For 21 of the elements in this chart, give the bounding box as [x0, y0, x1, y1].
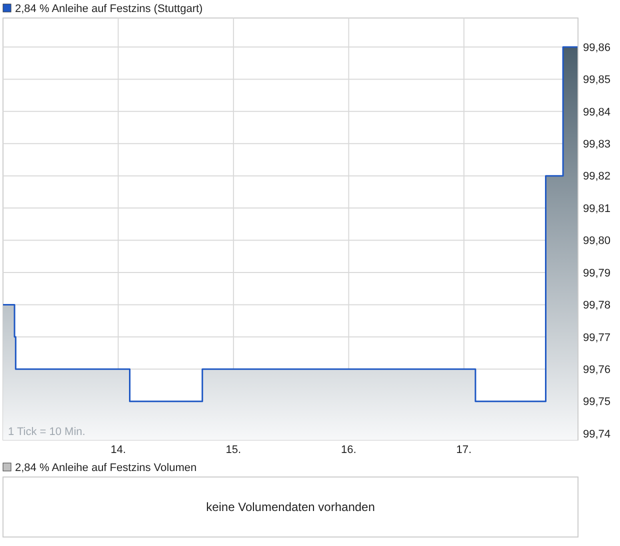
text: 2,84 % Anleihe auf Festzins Volumen — [15, 462, 197, 474]
x-tick-label: 16. — [341, 444, 356, 456]
legend-label: 2,84 % Anleihe auf Festzins (Stuttgart) — [15, 3, 203, 15]
text: keine Volumendaten vorhanden — [206, 500, 375, 514]
y-tick-label: 99,75 — [583, 396, 611, 408]
y-tick-label: 99,82 — [583, 170, 611, 183]
x-tick-label: 15. — [226, 444, 242, 456]
x-tick-label: 17. — [456, 444, 472, 456]
y-tick-label: 99,81 — [583, 202, 611, 215]
y-tick-label: 99,86 — [583, 42, 611, 54]
y-tick-label: 99,80 — [583, 235, 611, 248]
y-tick-label: 99,83 — [583, 138, 611, 150]
y-tick-label: 99,84 — [583, 106, 611, 118]
y-tick-label: 99,78 — [583, 300, 611, 312]
y-tick-label: 99,77 — [583, 332, 611, 344]
y-tick-label: 99,79 — [583, 267, 611, 280]
y-tick-label: 99,74 — [583, 428, 611, 440]
x-tick-label: 14. — [110, 444, 126, 456]
y-tick-label: 99,76 — [583, 364, 611, 376]
y-tick-label: 99,85 — [583, 74, 611, 86]
annotation: 1 Tick = 10 Min. — [8, 426, 86, 438]
